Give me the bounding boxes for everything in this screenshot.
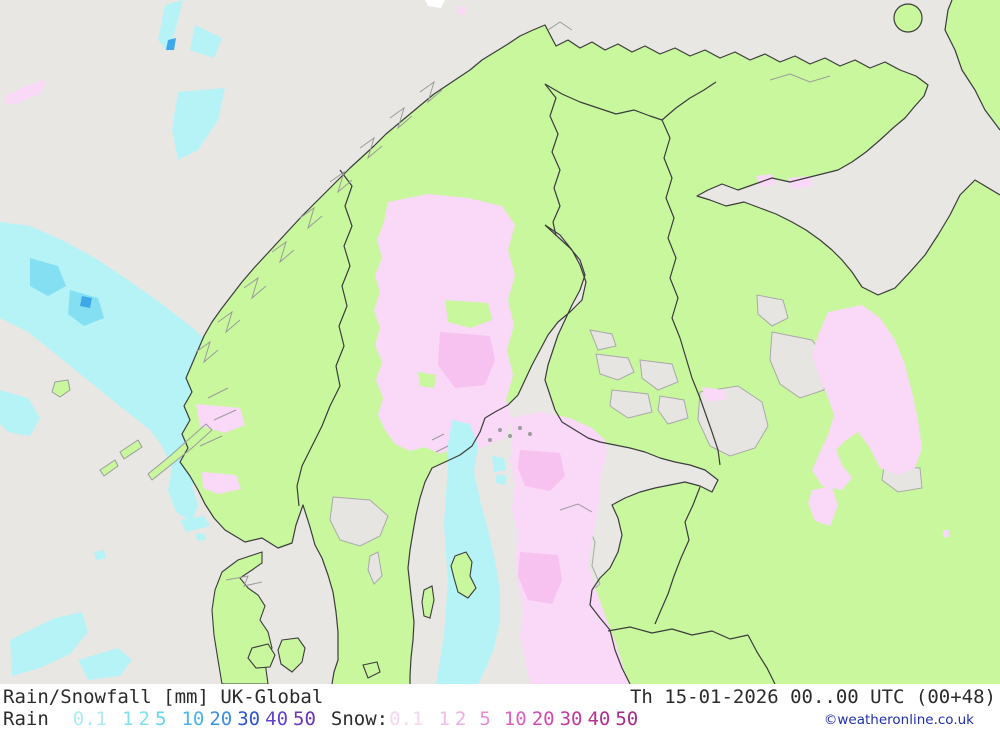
- border-norway-sweden: [296, 169, 353, 507]
- legend-title-row: Rain/Snowfall [mm] UK-Global Th 15-01-20…: [0, 686, 1000, 708]
- legend-bar: Rain/Snowfall [mm] UK-Global Th 15-01-20…: [0, 684, 1000, 733]
- oland: [421, 585, 435, 619]
- gotland: [450, 551, 477, 599]
- white-sea-island: [894, 4, 922, 32]
- rain-scale-values: 0.1 1 2 5 10 20 30 40 50: [63, 708, 323, 730]
- map-title: Rain/Snowfall [mm] UK-Global: [3, 686, 324, 708]
- scale-value: 1: [122, 708, 134, 730]
- scale-value: 0.1: [389, 708, 424, 730]
- scale-value: 2: [138, 708, 150, 730]
- lake-vanern: [329, 496, 389, 547]
- scale-value: 50: [615, 708, 639, 730]
- scale-value: 20: [209, 708, 233, 730]
- scale-value: 5: [479, 708, 491, 730]
- coastlines: [51, 0, 1000, 684]
- scale-value: 0.1: [72, 708, 108, 730]
- snow-russia-patch: [812, 305, 922, 490]
- snow-scale-label: Snow:: [330, 708, 389, 730]
- islands: [211, 551, 477, 684]
- scale-value: 40: [587, 708, 611, 730]
- scale-value: 40: [265, 708, 289, 730]
- land-northeast-corner: [945, 0, 1000, 130]
- rain-area-baltic: [180, 420, 507, 684]
- ice-patch: [425, 0, 445, 8]
- country-borders: [296, 81, 776, 684]
- lake-ladoga: [697, 385, 769, 457]
- border-norway-russia: [661, 81, 717, 121]
- snow-scandes-band: [374, 194, 515, 454]
- border-estonia-latvia: [607, 626, 749, 640]
- lake-onega: [756, 294, 789, 327]
- snow-areas: [196, 6, 949, 684]
- snow-area-northwest: [5, 80, 46, 104]
- scale-value: 1: [438, 708, 450, 730]
- precipitation-map: [0, 0, 1000, 684]
- snow-scale-values: 0.1 1 2 5 10 20 30 40 50: [388, 708, 645, 730]
- border-sweden-finland: [544, 83, 561, 237]
- coast-detail: [195, 21, 831, 587]
- scale-value: 2: [454, 708, 467, 730]
- border-russia-estonia: [654, 486, 701, 625]
- lakes: [329, 294, 923, 595]
- border-norway-finland: [544, 83, 663, 121]
- border-finland-russia: [661, 119, 721, 466]
- denmark-fyn: [247, 643, 276, 669]
- scale-value: 5: [155, 708, 167, 730]
- denmark-zealand: [277, 637, 306, 673]
- copyright-link[interactable]: ©weatheronline.co.uk: [823, 712, 974, 728]
- finnish-lakes: [595, 353, 635, 381]
- scale-value: 30: [559, 708, 583, 730]
- lofoten-islands: [148, 424, 212, 480]
- map-timestamp: Th 15-01-2026 00..00 UTC (00+48): [629, 686, 996, 708]
- lake-vattern: [367, 551, 383, 585]
- scale-value: 10: [503, 708, 527, 730]
- border-latvia-russia: [747, 634, 776, 684]
- scale-value: 50: [293, 708, 316, 730]
- rain-scale-label: Rain: [3, 708, 49, 730]
- scale-value: 10: [181, 708, 205, 730]
- bornholm: [362, 661, 381, 679]
- scale-value: 30: [237, 708, 261, 730]
- scale-value: 20: [531, 708, 555, 730]
- legend-scale-row: Rain 0.1 1 2 5 10 20 30 40 50 Snow:0.1 1 2 5 10 20 30 40 5…: [3, 708, 645, 730]
